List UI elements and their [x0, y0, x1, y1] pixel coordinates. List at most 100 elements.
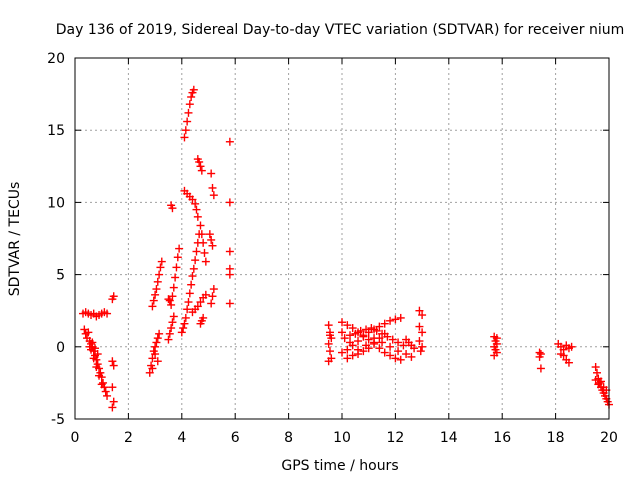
- data-point: [380, 329, 389, 338]
- data-point: [225, 247, 234, 256]
- data-point: [225, 198, 234, 207]
- data-point: [175, 244, 184, 253]
- data-point: [157, 257, 166, 266]
- data-point: [196, 162, 205, 171]
- data-point: [153, 334, 162, 343]
- data-point: [180, 319, 189, 328]
- data-point: [346, 338, 355, 347]
- data-point: [591, 376, 600, 385]
- data-point: [359, 332, 368, 341]
- data-point: [556, 350, 565, 359]
- data-point: [375, 344, 384, 353]
- data-point: [193, 302, 202, 311]
- data-point: [386, 316, 395, 325]
- data-point: [189, 85, 198, 94]
- data-point: [205, 230, 214, 239]
- data-point: [348, 351, 357, 360]
- data-point: [380, 348, 389, 357]
- data-point: [324, 357, 333, 366]
- data-point: [101, 387, 110, 396]
- data-point: [207, 169, 216, 178]
- data-point: [169, 283, 178, 292]
- data-point: [208, 183, 217, 192]
- data-point: [343, 345, 352, 354]
- data-point: [592, 368, 601, 377]
- data-point: [185, 100, 194, 109]
- data-point: [386, 351, 395, 360]
- data-point: [399, 341, 408, 350]
- data-point: [209, 191, 218, 200]
- data-point: [370, 334, 379, 343]
- data-point: [415, 306, 424, 315]
- data-point: [151, 342, 160, 351]
- data-point: [354, 337, 363, 346]
- data-point: [338, 328, 346, 337]
- data-point: [184, 108, 193, 117]
- data-point: [418, 328, 427, 337]
- data-point: [109, 292, 118, 301]
- data-point: [196, 298, 205, 307]
- x-tick-label: 10: [333, 430, 351, 446]
- data-point: [165, 296, 174, 305]
- data-point: [148, 364, 157, 373]
- data-point: [591, 363, 600, 372]
- data-point: [197, 166, 206, 175]
- data-point: [167, 300, 176, 309]
- data-point: [343, 321, 352, 330]
- data-point: [165, 329, 174, 338]
- x-axis-title: GPS time / hours: [281, 458, 398, 474]
- data-point: [386, 342, 395, 351]
- x-tick-label: 18: [547, 430, 565, 446]
- data-point: [208, 241, 217, 250]
- data-point: [396, 355, 405, 364]
- data-point: [391, 315, 400, 324]
- data-point: [378, 338, 387, 347]
- data-point: [95, 371, 104, 380]
- data-point: [103, 391, 112, 400]
- x-tick-label: 0: [71, 430, 80, 446]
- data-point: [148, 354, 157, 363]
- chart-title: Day 136 of 2019, Sidereal Day-to-day VTE…: [56, 22, 625, 38]
- y-tick-label: 15: [47, 123, 65, 139]
- data-point: [191, 256, 200, 265]
- data-point: [91, 344, 100, 353]
- y-tick-label: 5: [56, 268, 65, 284]
- data-point: [199, 313, 208, 322]
- data-point: [372, 326, 381, 335]
- data-point: [153, 277, 162, 286]
- data-point: [155, 270, 164, 279]
- data-point: [394, 347, 403, 356]
- data-points: [79, 85, 613, 412]
- data-point: [199, 238, 208, 247]
- data-point: [391, 354, 400, 363]
- data-point: [109, 397, 118, 406]
- data-point: [169, 312, 178, 321]
- data-point: [536, 364, 545, 373]
- data-point: [324, 321, 333, 330]
- data-point: [356, 326, 365, 335]
- data-point: [108, 403, 117, 412]
- data-point: [193, 212, 202, 221]
- data-point: [209, 285, 218, 294]
- data-point: [362, 341, 371, 350]
- plot-frame: [74, 57, 610, 420]
- data-point: [567, 342, 576, 351]
- data-point: [225, 137, 234, 146]
- data-point: [418, 342, 427, 351]
- data-point: [564, 358, 573, 367]
- data-point: [359, 347, 368, 356]
- data-point: [367, 324, 376, 333]
- data-point: [325, 331, 334, 340]
- data-point: [85, 342, 94, 351]
- data-point: [156, 263, 165, 272]
- y-tick-label: 20: [47, 51, 65, 67]
- grid: [75, 58, 609, 419]
- data-point: [351, 329, 360, 338]
- data-point: [207, 235, 216, 244]
- x-tick-label: 6: [231, 430, 240, 446]
- data-point: [192, 247, 201, 256]
- data-point: [168, 318, 177, 327]
- data-point: [325, 347, 334, 356]
- data-point: [388, 335, 397, 344]
